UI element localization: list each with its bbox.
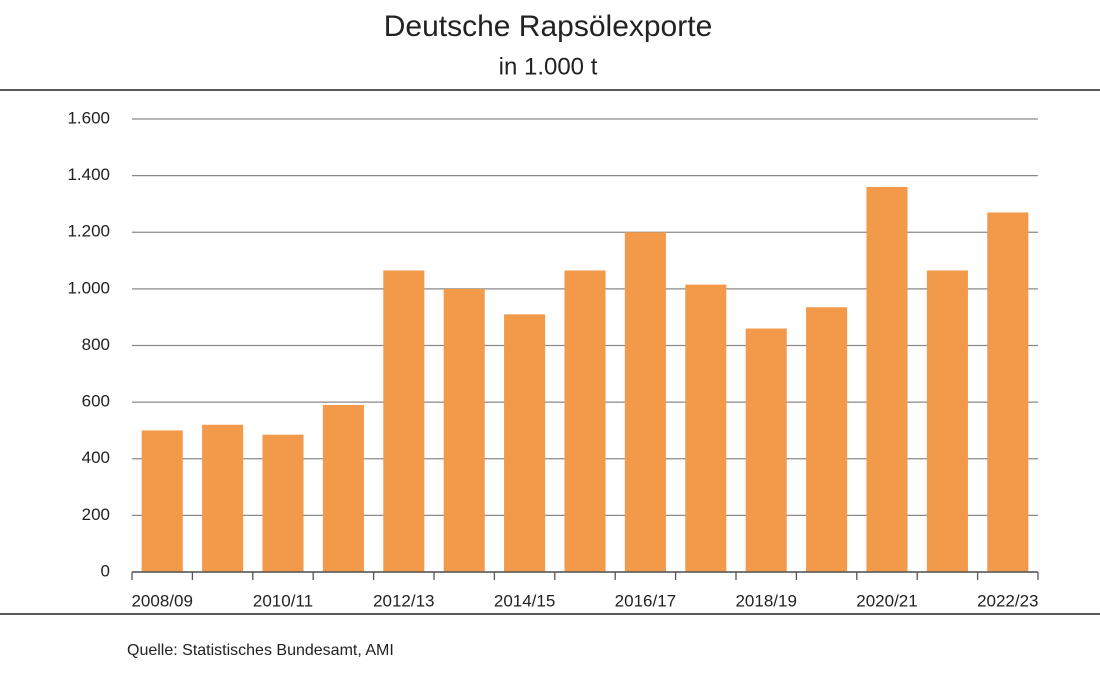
bar <box>564 270 606 572</box>
y-tick-label: 400 <box>82 448 110 467</box>
bar <box>504 314 546 572</box>
bar <box>806 307 848 572</box>
y-tick-label: 1.600 <box>67 108 110 127</box>
x-tick-label: 2018/19 <box>735 591 796 610</box>
bar <box>866 186 908 572</box>
chart-subtitle: in 1.000 t <box>499 53 598 80</box>
bar <box>745 328 787 572</box>
bar <box>685 284 727 572</box>
y-tick-label: 1.400 <box>67 165 110 184</box>
bar <box>141 430 183 572</box>
y-tick-label: 200 <box>82 505 110 524</box>
bar <box>262 434 304 572</box>
bar <box>383 270 425 572</box>
y-tick-label: 600 <box>82 392 110 411</box>
bar <box>987 212 1029 572</box>
x-tick-label: 2020/21 <box>856 591 917 610</box>
y-tick-label: 800 <box>82 335 110 354</box>
y-tick-label: 1.000 <box>67 278 110 297</box>
bar <box>443 288 485 572</box>
chart-title: Deutsche Rapsölexporte <box>384 10 713 43</box>
y-tick-label: 0 <box>101 561 110 580</box>
y-tick-label: 1.200 <box>67 222 110 241</box>
x-tick-label: 2010/11 <box>253 591 313 610</box>
x-tick-label: 2012/13 <box>373 591 434 610</box>
x-tick-label: 2008/09 <box>131 591 192 610</box>
bar <box>926 270 968 572</box>
x-tick-label: 2016/17 <box>615 591 676 610</box>
x-tick-label: 2022/23 <box>977 591 1038 610</box>
bar <box>322 404 364 572</box>
source-note: Quelle: Statistisches Bundesamt, AMI <box>127 642 394 659</box>
bar <box>202 424 244 572</box>
x-tick-label: 2014/15 <box>494 591 555 610</box>
bar <box>624 232 666 572</box>
